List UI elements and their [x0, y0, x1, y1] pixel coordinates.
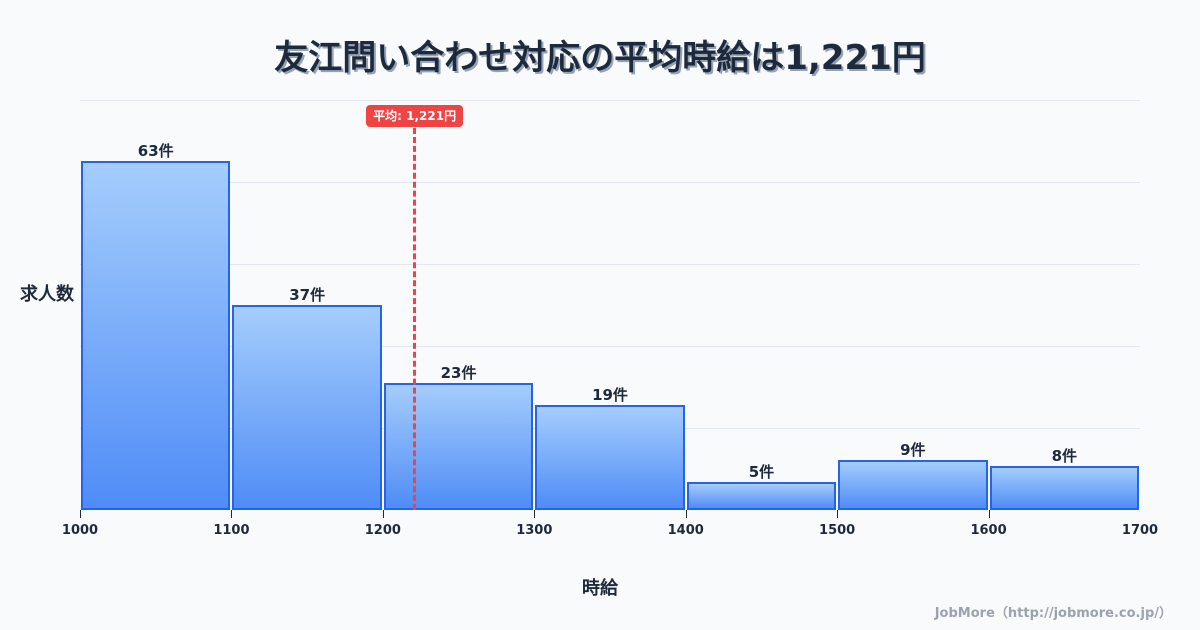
histogram-bar — [232, 305, 382, 510]
y-axis-label: 求人数 — [20, 284, 74, 305]
histogram-bar — [838, 460, 988, 510]
x-tick — [685, 510, 687, 518]
gridline — [80, 346, 1140, 347]
gridline — [80, 182, 1140, 183]
mean-badge: 平均: 1,221円 — [366, 105, 464, 127]
x-axis-label: 時給 — [582, 578, 618, 599]
x-tick — [534, 510, 536, 518]
histogram-bar — [686, 482, 837, 510]
gridline — [80, 100, 1140, 101]
histogram-bar — [81, 160, 231, 510]
bar-value-label: 37件 — [289, 286, 326, 304]
x-tick-label: 1700 — [1121, 523, 1159, 538]
mean-line — [413, 128, 417, 510]
chart-title: 友江問い合わせ対応の平均時給は1,221円 — [274, 38, 926, 78]
gridline — [80, 264, 1140, 265]
source-credit: JobMore（http://jobmore.co.jp/） — [934, 606, 1172, 621]
x-tick — [988, 510, 990, 518]
x-tick-label: 1000 — [61, 523, 99, 538]
x-tick-label: 1200 — [364, 523, 401, 538]
x-tick — [382, 510, 384, 518]
x-tick — [80, 510, 81, 518]
bar-value-label: 9件 — [900, 441, 926, 460]
x-tick-label: 1400 — [667, 523, 704, 538]
x-tick — [231, 510, 233, 518]
x-tick-label: 1300 — [516, 523, 553, 538]
x-tick-label: 1600 — [970, 523, 1007, 538]
bar-value-label: 8件 — [1051, 446, 1077, 465]
x-tick-label: 1500 — [819, 523, 856, 538]
histogram-bar — [989, 465, 1139, 510]
bar-value-label: 19件 — [592, 385, 628, 404]
bar-value-label: 23件 — [440, 363, 477, 382]
histogram-bar — [383, 382, 534, 510]
histogram-bar — [535, 404, 685, 510]
bar-value-label: 5件 — [748, 463, 775, 482]
x-tick — [837, 510, 839, 518]
x-tick-label: 1100 — [213, 523, 250, 538]
bar-value-label: 63件 — [137, 141, 174, 160]
